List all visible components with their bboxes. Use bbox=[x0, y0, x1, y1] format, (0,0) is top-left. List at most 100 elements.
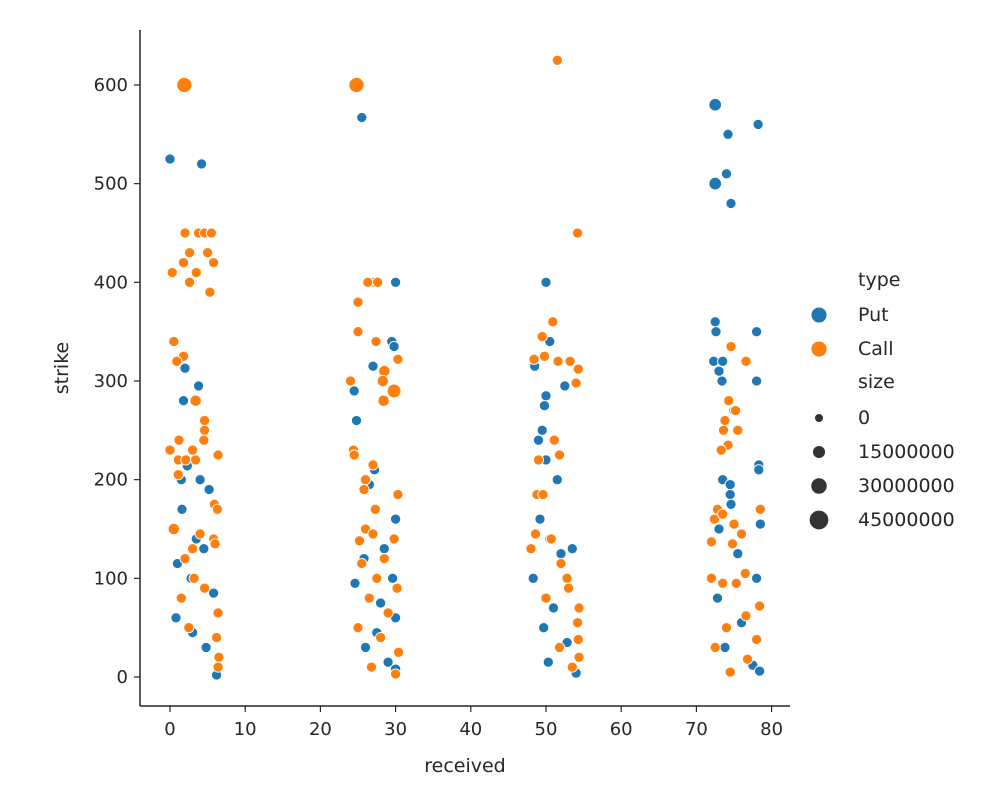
point-call bbox=[538, 350, 551, 362]
point-call bbox=[393, 646, 405, 658]
point-call bbox=[717, 577, 729, 589]
x-tick-label: 0 bbox=[164, 719, 175, 740]
point-call bbox=[175, 592, 187, 604]
point-call bbox=[190, 266, 202, 279]
point-call bbox=[547, 316, 559, 328]
point-call bbox=[370, 335, 382, 348]
point-call bbox=[573, 602, 585, 614]
point-put bbox=[388, 340, 400, 353]
y-tick-label: 100 bbox=[94, 568, 128, 589]
point-put bbox=[534, 513, 546, 525]
point-call bbox=[367, 528, 379, 540]
point-call bbox=[376, 374, 389, 388]
point-call bbox=[202, 247, 214, 259]
point-call bbox=[211, 631, 223, 644]
point-call bbox=[708, 513, 720, 525]
point-call bbox=[179, 553, 191, 565]
point-put bbox=[708, 176, 722, 191]
point-call bbox=[211, 503, 223, 515]
x-tick-label: 70 bbox=[685, 719, 708, 740]
x-tick-label: 20 bbox=[309, 719, 332, 740]
y-tick-label: 0 bbox=[117, 667, 128, 688]
y-tick-label: 600 bbox=[94, 75, 128, 96]
point-put bbox=[359, 641, 372, 653]
point-put bbox=[566, 543, 578, 555]
point-put bbox=[390, 276, 402, 288]
point-call bbox=[553, 641, 566, 653]
point-call bbox=[553, 449, 566, 461]
point-put bbox=[710, 326, 722, 338]
legend-size-label: 30000000 bbox=[858, 475, 955, 497]
point-put bbox=[208, 587, 220, 599]
point-call bbox=[164, 444, 176, 456]
point-call bbox=[188, 572, 200, 584]
point-call bbox=[365, 661, 378, 673]
point-put bbox=[532, 434, 545, 446]
point-call bbox=[187, 543, 199, 555]
point-call bbox=[536, 331, 548, 343]
point-put bbox=[390, 513, 402, 525]
point-put bbox=[356, 111, 368, 124]
point-call bbox=[709, 641, 721, 653]
point-call bbox=[741, 653, 754, 665]
point-call bbox=[720, 622, 733, 634]
point-call bbox=[356, 557, 368, 570]
point-call bbox=[363, 592, 375, 604]
point-put bbox=[724, 488, 736, 501]
point-put bbox=[382, 656, 394, 668]
point-call bbox=[352, 296, 364, 308]
point-put bbox=[709, 316, 721, 328]
point-call bbox=[359, 474, 372, 486]
point-call bbox=[172, 469, 184, 481]
point-call bbox=[717, 424, 730, 436]
legend-hue-title: type bbox=[858, 269, 900, 291]
point-call bbox=[348, 449, 360, 461]
point-call bbox=[213, 651, 225, 663]
point-call bbox=[730, 577, 742, 589]
point-call bbox=[199, 424, 211, 436]
point-put bbox=[387, 572, 399, 584]
point-call bbox=[198, 434, 210, 446]
point-call bbox=[194, 528, 206, 540]
point-put bbox=[198, 543, 210, 555]
point-put bbox=[708, 97, 722, 112]
point-put bbox=[203, 483, 215, 496]
point-put bbox=[164, 153, 176, 165]
point-call bbox=[352, 622, 364, 634]
point-call bbox=[212, 607, 224, 619]
point-put bbox=[538, 622, 550, 634]
point-call bbox=[555, 557, 567, 570]
point-call bbox=[176, 76, 193, 94]
point-put bbox=[724, 479, 736, 491]
point-put bbox=[754, 518, 766, 530]
point-call bbox=[548, 434, 560, 446]
x-tick-label: 50 bbox=[535, 719, 558, 740]
x-axis-title: received bbox=[424, 755, 506, 777]
y-tick-label: 300 bbox=[94, 371, 128, 392]
point-call bbox=[388, 533, 400, 545]
point-call bbox=[705, 536, 717, 548]
point-call bbox=[739, 567, 751, 579]
legend-size-label: 15000000 bbox=[858, 441, 955, 463]
point-call bbox=[572, 633, 584, 646]
point-put bbox=[170, 612, 182, 624]
point-call bbox=[540, 592, 552, 604]
point-put bbox=[538, 400, 551, 412]
point-call bbox=[754, 600, 766, 612]
point-call bbox=[729, 405, 742, 417]
point-call bbox=[740, 355, 752, 367]
point-put bbox=[711, 592, 724, 604]
point-call bbox=[204, 286, 216, 298]
point-call bbox=[552, 355, 564, 367]
y-tick-label: 200 bbox=[94, 470, 128, 491]
y-tick-label: 400 bbox=[94, 272, 128, 293]
x-tick-label: 10 bbox=[234, 719, 257, 740]
point-put bbox=[527, 572, 539, 584]
point-call bbox=[371, 572, 383, 584]
point-put bbox=[540, 390, 552, 402]
point-call bbox=[205, 227, 217, 239]
point-call bbox=[208, 257, 220, 269]
point-put bbox=[378, 543, 390, 555]
legend-size-marker bbox=[810, 477, 828, 495]
